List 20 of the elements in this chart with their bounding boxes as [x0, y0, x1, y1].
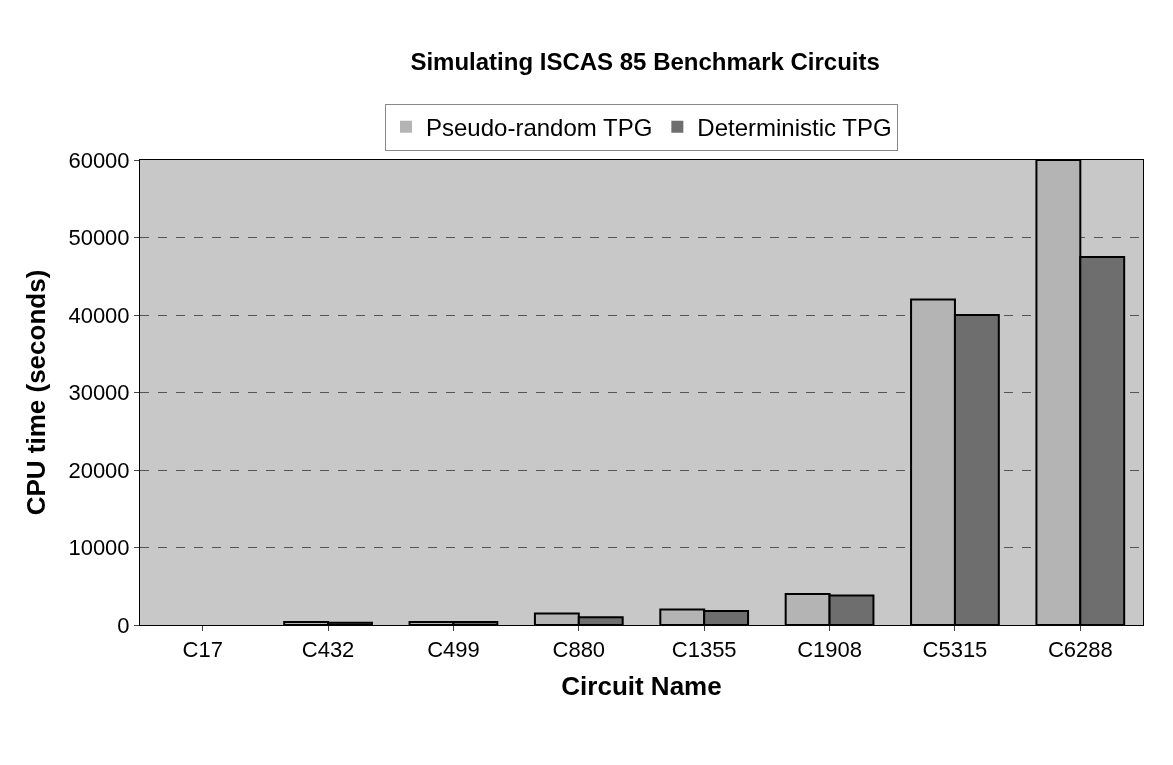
chart-title: Simulating ISCAS 85 Benchmark Circuits — [410, 48, 880, 76]
y-tick-label: 50000 — [68, 225, 130, 251]
y-tick-label: 60000 — [68, 147, 130, 173]
x-tick-label: C1355 — [671, 637, 737, 663]
y-tick-label: 0 — [117, 612, 130, 638]
legend-label: Pseudo-random TPG — [426, 114, 653, 142]
x-axis-title: Circuit Name — [561, 671, 722, 702]
x-tick-label: C1908 — [797, 637, 862, 663]
y-tick-label: 10000 — [68, 535, 130, 561]
x-tick-label: C880 — [552, 637, 606, 663]
y-tick-label: 30000 — [68, 380, 130, 406]
x-tick-label: C17 — [182, 637, 223, 663]
legend-label: Deterministic TPG — [697, 114, 892, 142]
y-tick-label: 20000 — [68, 457, 130, 483]
y-axis-title: CPU time (seconds) — [20, 269, 51, 516]
y-tick-label: 40000 — [68, 302, 130, 328]
x-tick-label: C499 — [427, 637, 480, 663]
x-tick-label: C5315 — [922, 637, 988, 663]
x-tick-label: C432 — [301, 637, 355, 663]
x-tick-label: C6288 — [1047, 637, 1113, 663]
